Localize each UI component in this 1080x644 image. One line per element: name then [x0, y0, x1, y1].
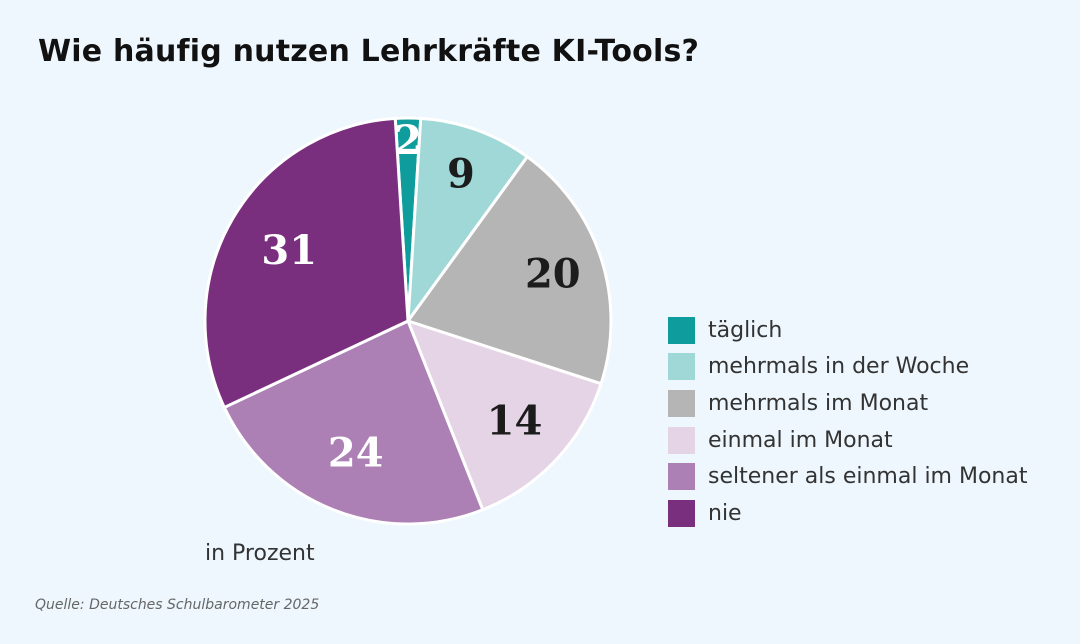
legend-item: mehrmals in der Woche [668, 349, 1027, 386]
pie-slice-4 [222, 319, 485, 526]
legend-label: täglich [708, 317, 783, 343]
legend-swatch [668, 316, 695, 344]
pie-slice-5 [203, 116, 410, 409]
legend-item: seltener als einmal im Monat [668, 458, 1027, 495]
pie-slice-value-label: 24 [328, 430, 384, 477]
legend-swatch [668, 353, 695, 381]
legend-swatch [668, 499, 695, 527]
pie-slice-1 [406, 116, 529, 323]
pie-slice-value-label: 31 [261, 227, 317, 274]
pie-slice-value-label: 14 [487, 398, 543, 445]
pie-slice-value-label: 9 [447, 150, 475, 197]
legend-label: mehrmals im Monat [708, 390, 929, 416]
legend-swatch [668, 463, 695, 491]
pie-slice-2 [406, 155, 613, 386]
unit-note: in Prozent [205, 541, 315, 566]
legend-label: mehrmals in der Woche [708, 354, 970, 380]
legend-label: einmal im Monat [708, 427, 893, 453]
legend: täglich mehrmals in der Woche mehrmals im … [668, 312, 1027, 532]
legend-item: mehrmals im Monat [668, 385, 1027, 422]
pie-slice-3 [406, 319, 603, 512]
legend-label: seltener als einmal im Monat [708, 464, 1028, 490]
pie-slice-value-label: 20 [525, 251, 581, 298]
legend-swatch [668, 426, 695, 454]
legend-item: täglich [668, 312, 1027, 349]
legend-label: nie [708, 500, 742, 526]
legend-swatch [668, 389, 695, 417]
source-note: Quelle: Deutsches Schulbarometer 2025 [35, 597, 320, 613]
legend-item: einmal im Monat [668, 422, 1027, 459]
legend-item: nie [668, 495, 1027, 532]
chart-title: Wie häufig nutzen Lehrkräfte KI-Tools? [38, 34, 700, 69]
